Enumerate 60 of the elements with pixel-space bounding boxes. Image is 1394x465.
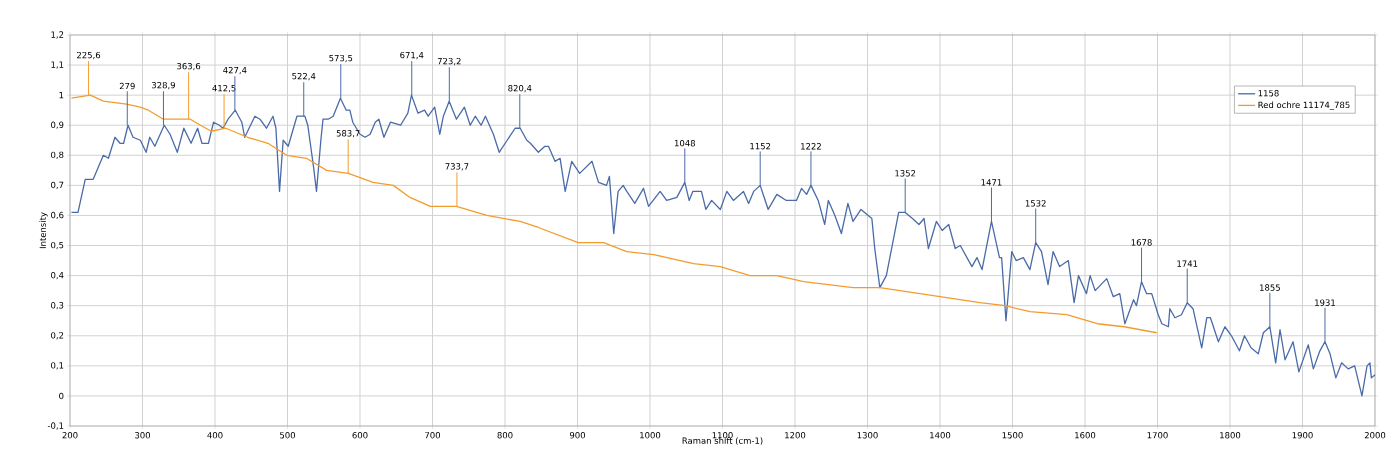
annotation: 1352 (895, 170, 916, 177)
annotation: 820,4 (508, 84, 532, 93)
y-tick-label: 0 (59, 392, 64, 400)
annotation: 1741 (1177, 260, 1198, 267)
y-tick-label: 0,4 (51, 271, 64, 280)
legend-label: Red ochre 11174_785 (1258, 101, 1350, 110)
y-tick-label: 0,8 (51, 151, 64, 159)
x-tick-label: 600 (352, 432, 368, 439)
x-tick-label: 1000 (640, 432, 661, 439)
x-tick-label: 2000 (1364, 432, 1386, 439)
y-tick-label: 0,5 (51, 241, 64, 250)
y-axis-title: Intensity (39, 212, 48, 249)
annotation: 328,9 (151, 81, 175, 90)
x-tick-label: 800 (497, 432, 513, 439)
legend-label: 1158 (1258, 90, 1279, 97)
x-tick-label: 1300 (857, 432, 878, 439)
y-tick-label: 0,3 (51, 302, 64, 310)
annotation: 225,6 (77, 51, 101, 60)
x-tick-label: 1600 (1075, 432, 1096, 439)
annotation: 1152 (750, 142, 771, 150)
x-tick-label: 1500 (1002, 432, 1023, 439)
x-tick-label: 300 (135, 432, 151, 439)
annotation: 1222 (801, 143, 821, 150)
x-tick-label: 400 (207, 432, 223, 439)
x-axis-title: Raman shift (cm-1) (682, 437, 763, 445)
x-tick-label: 1800 (1220, 432, 1241, 439)
y-tick-label: 0,6 (51, 211, 64, 220)
x-tick-label: 1900 (1292, 432, 1313, 439)
x-tick-label: 1100 (712, 432, 733, 439)
x-tick-label: 200 (62, 432, 78, 439)
y-tick-label: 1,1 (51, 61, 64, 69)
annotation: 412,5 (212, 84, 236, 93)
annotation: 522,4 (292, 72, 316, 81)
annotation: 723,2 (437, 57, 461, 66)
annotation: 427,4 (223, 66, 247, 75)
x-tick-label: 900 (569, 432, 586, 439)
annotation: 279 (119, 82, 135, 90)
y-tick-label: 0,9 (51, 121, 64, 129)
annotation: 1048 (674, 139, 695, 147)
x-tick-label: 500 (280, 432, 296, 439)
annotation: 363,6 (177, 62, 201, 71)
y-tick-label: 0,7 (51, 181, 64, 190)
annotation: 583,7 (336, 130, 360, 138)
x-tick-label: 1700 (1147, 432, 1168, 439)
y-tick-label: 1,2 (51, 31, 64, 39)
annotation: 671,4 (400, 51, 424, 60)
annotation: 1855 (1260, 284, 1280, 291)
x-tick-label: 700 (425, 432, 441, 439)
annotation: 573,5 (329, 54, 353, 63)
annotation: 733,7 (445, 163, 469, 171)
y-tick-label: 0,2 (51, 332, 64, 340)
y-tick-label: 1 (59, 92, 64, 99)
y-tick-label: 0,1 (51, 362, 64, 370)
annotation: 1931 (1315, 299, 1335, 306)
x-tick-label: 1400 (930, 432, 951, 439)
annotation: 1678 (1131, 239, 1152, 246)
x-tick-label: 1200 (785, 432, 806, 439)
annotation: 1532 (1025, 200, 1046, 207)
y-tick-label: -0,1 (47, 422, 64, 430)
annotation: 1471 (981, 179, 1002, 186)
